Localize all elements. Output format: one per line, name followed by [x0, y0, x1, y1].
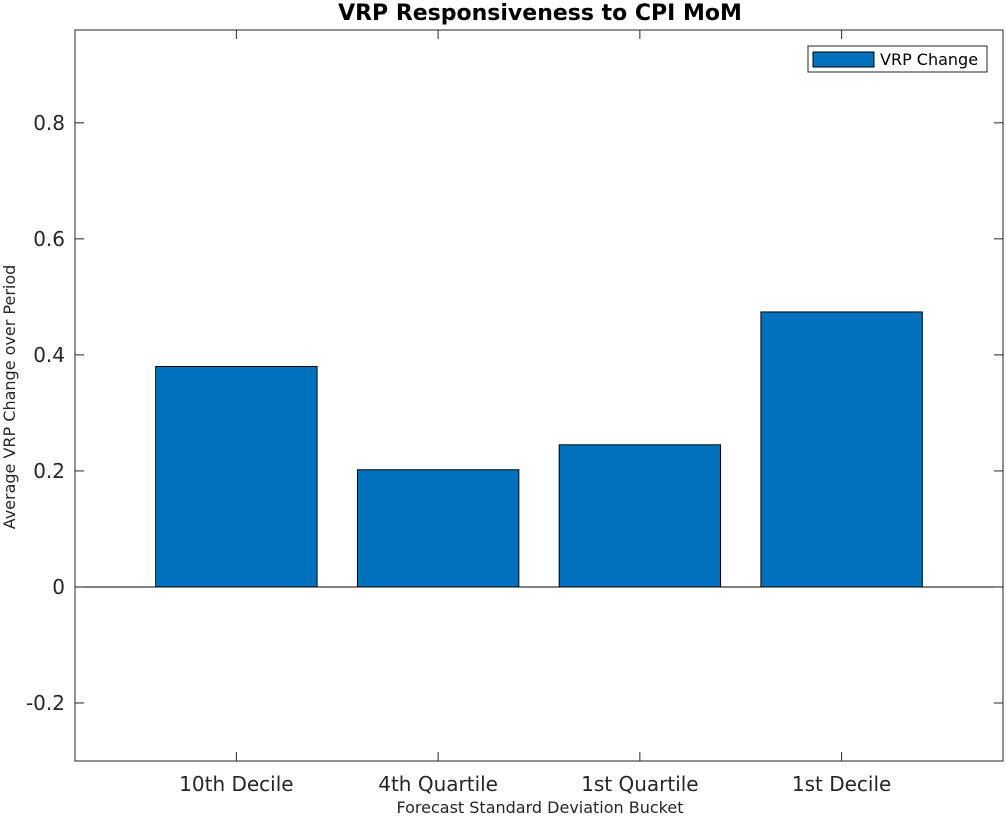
y-tick-label: 0.2 — [33, 459, 65, 483]
plot-area: -0.2 0 0.2 0.4 0.6 0.8 10th Decile 4th Quartile… — [26, 29, 1004, 796]
bar-1st-quartile — [558, 444, 722, 588]
x-tick-label: 1st Decile — [792, 772, 891, 796]
y-tick-label: -0.2 — [26, 691, 65, 715]
axes-box — [74, 29, 1004, 762]
y-tick-label: 0 — [52, 575, 65, 599]
y-tick-label: 0.6 — [33, 227, 65, 251]
y-axis-label: Average VRP Change over Period — [0, 265, 19, 530]
x-axis-label: Forecast Standard Deviation Bucket — [396, 798, 683, 817]
x-tick-label: 10th Decile — [179, 772, 293, 796]
x-tick-label: 1st Quartile — [581, 772, 699, 796]
bar-1st-decile — [760, 311, 923, 588]
legend-label: VRP Change — [880, 50, 978, 69]
x-tick-label: 4th Quartile — [378, 772, 498, 796]
legend: VRP Change — [807, 45, 988, 73]
chart-title: VRP Responsiveness to CPI MoM — [338, 1, 742, 26]
legend-swatch — [812, 51, 875, 68]
y-tick-label: 0.8 — [33, 111, 65, 135]
bar-10th-decile — [155, 365, 318, 588]
bar-4th-quartile — [356, 469, 520, 588]
y-tick-label: 0.4 — [33, 343, 65, 367]
